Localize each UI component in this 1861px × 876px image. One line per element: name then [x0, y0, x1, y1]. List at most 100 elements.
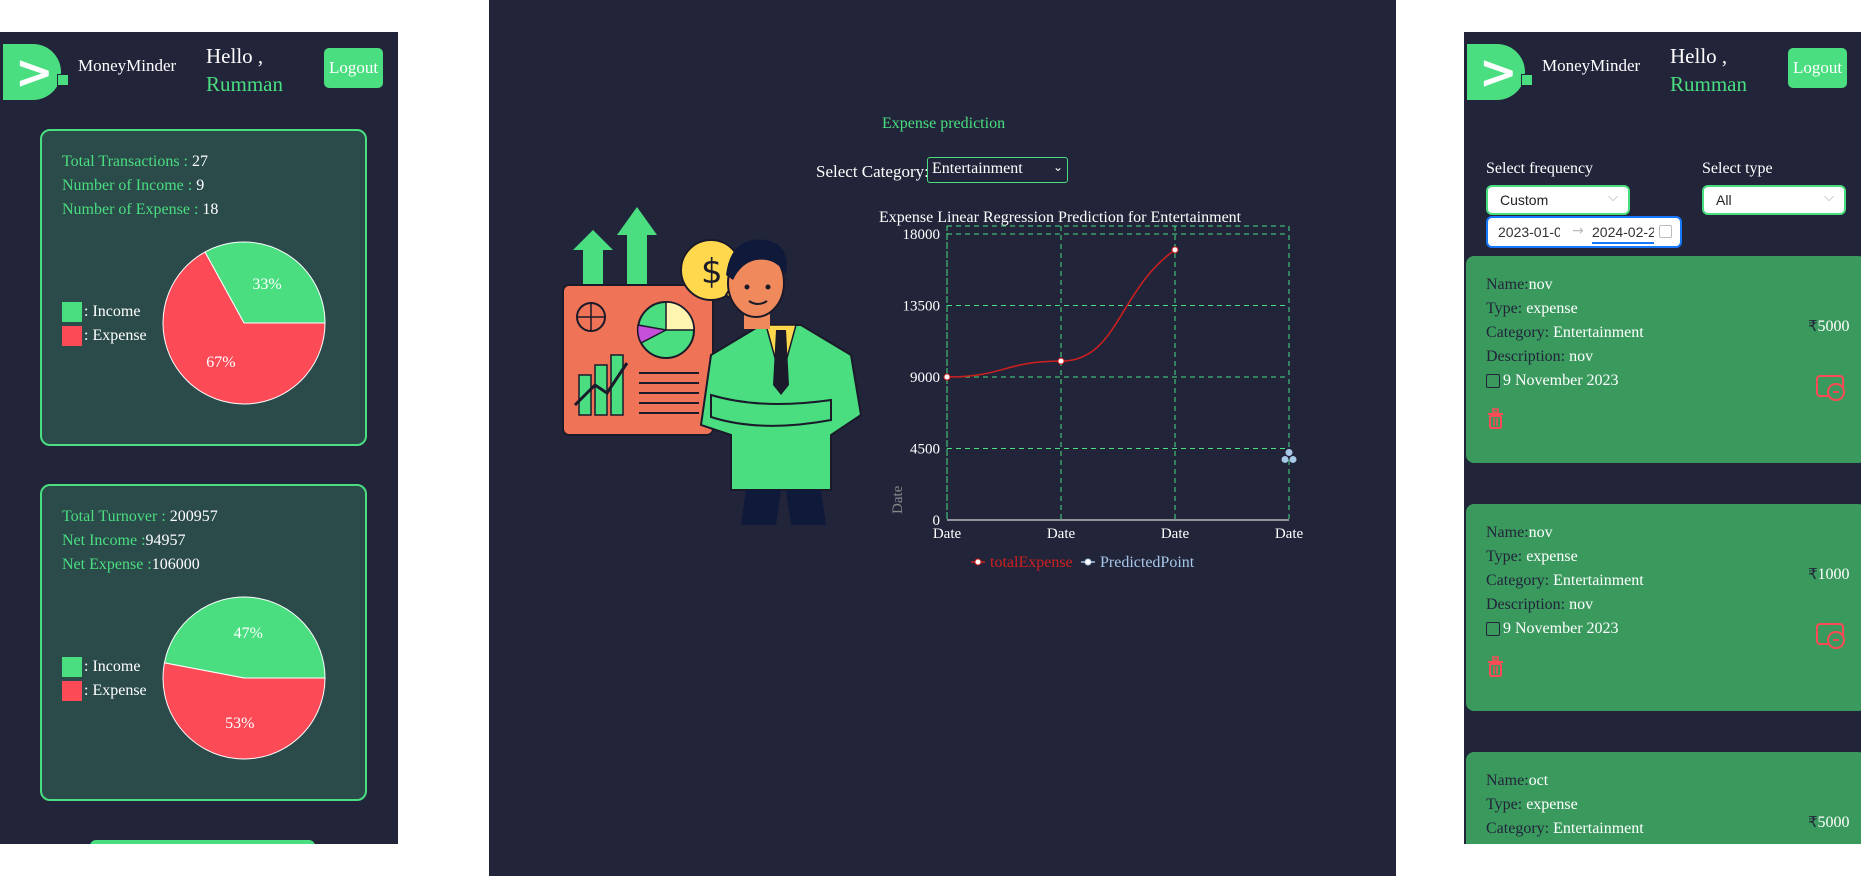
- pie-label-expense: 53%: [225, 715, 254, 732]
- field-value: 9 November 2023: [1503, 620, 1619, 637]
- amount-value: 5000: [1817, 814, 1850, 831]
- number-of-expense: Number of Expense : 18: [62, 201, 218, 219]
- logo-square-icon: [57, 74, 69, 86]
- calendar-icon[interactable]: [1659, 225, 1672, 238]
- expense-swatch: [62, 326, 82, 346]
- stat-label: Net Income :: [62, 532, 146, 549]
- legend-label: : Expense: [84, 327, 147, 344]
- date-from-input[interactable]: 2023-01-01: [1498, 224, 1560, 240]
- tx-type: Type: expense: [1486, 300, 1578, 318]
- field-label: Category:: [1486, 820, 1554, 837]
- prediction-title: Expense prediction: [882, 115, 1006, 132]
- category-select-value: Entertainment: [932, 160, 1023, 177]
- expense-swatch: [62, 681, 82, 701]
- trash-icon[interactable]: [1486, 408, 1506, 430]
- chart-title: Expense Linear Regression Prediction for…: [879, 209, 1242, 226]
- field-value: expense: [1526, 300, 1578, 317]
- tx-type: Type: expense: [1486, 548, 1578, 566]
- y-tick-label: 18000: [903, 227, 941, 243]
- data-point-totalExpense: [943, 373, 951, 381]
- expense-regression-chart: Expense Linear Regression Prediction for…: [879, 209, 1304, 571]
- legend-expense: : Expense: [62, 326, 147, 346]
- tx-category: Category: Entertainment: [1486, 324, 1644, 342]
- frequency-select[interactable]: Custom ⌵: [1486, 185, 1630, 215]
- tx-name: Name:nov: [1486, 524, 1553, 542]
- trash-icon[interactable]: [1486, 656, 1506, 678]
- stat-value: 27: [192, 153, 208, 170]
- legend-item-PredictedPoint[interactable]: PredictedPoint: [1081, 554, 1195, 571]
- pie-label-income: 47%: [234, 625, 263, 642]
- data-point-totalExpense: [1171, 246, 1179, 254]
- transaction-card: Name:oct Type: expense Category: Enterta…: [1466, 752, 1861, 844]
- edit-icon[interactable]: [1816, 621, 1848, 651]
- date-range-picker[interactable]: 2023-01-01 → 2024-02-28: [1486, 216, 1682, 248]
- logo-badge[interactable]: >: [1467, 44, 1533, 100]
- legend-label: PredictedPoint: [1100, 554, 1195, 571]
- amount-value: 5000: [1817, 318, 1850, 335]
- calendar-icon: [1486, 374, 1500, 388]
- frequency-label: Select frequency: [1486, 160, 1594, 177]
- arrow-right-icon: →: [1572, 223, 1584, 239]
- field-value: nov: [1569, 596, 1594, 613]
- field-label: Name:: [1486, 524, 1529, 541]
- type-select[interactable]: All ⌵: [1702, 185, 1846, 215]
- y-tick-label: 9000: [910, 370, 940, 386]
- logo-badge[interactable]: >: [3, 44, 69, 100]
- y-axis-label: Date: [890, 485, 906, 514]
- stat-value: 94957: [145, 532, 186, 549]
- tx-name: Name:nov: [1486, 276, 1553, 294]
- app-name: MoneyMinder: [78, 56, 177, 75]
- edit-icon[interactable]: [1816, 373, 1848, 403]
- logout-button[interactable]: Logout: [324, 48, 383, 88]
- y-axis-ticks: 0 4500 9000 13500 18000: [903, 227, 941, 529]
- greeting: Hello ,: [1670, 44, 1728, 68]
- net-income: Net Income :94957: [62, 532, 186, 550]
- legend-item-totalExpense[interactable]: totalExpense: [971, 554, 1073, 571]
- tx-type: Type: expense: [1486, 796, 1578, 814]
- bottom-action-button[interactable]: [90, 840, 315, 844]
- field-value: Entertainment: [1553, 820, 1644, 837]
- tx-name: Name:oct: [1486, 772, 1548, 790]
- turnover-summary-card: Total Turnover : 200957 Net Income :9495…: [40, 484, 367, 801]
- field-label: Description:: [1486, 348, 1570, 365]
- type-value: All: [1716, 192, 1732, 208]
- chevron-down-icon: ⌵: [1824, 190, 1834, 205]
- y-tick-label: 4500: [910, 442, 940, 458]
- transactions-summary-card: Total Transactions : 27 Number of Income…: [40, 129, 367, 446]
- field-label: Description:: [1486, 596, 1570, 613]
- date-to-input[interactable]: 2024-02-28: [1592, 224, 1654, 244]
- amount-value: 1000: [1817, 566, 1850, 583]
- legend-income: : Income: [62, 657, 140, 677]
- stat-label: Number of Expense :: [62, 201, 203, 218]
- svg-text:$: $: [701, 252, 723, 292]
- x-tick-label: Date: [1047, 526, 1076, 542]
- chart-grid: [946, 225, 1290, 521]
- category-select-label: Select Category:: [816, 162, 929, 181]
- x-axis-ticks: Date Date Date Date: [933, 526, 1304, 542]
- logout-button[interactable]: Logout: [1788, 48, 1847, 88]
- stat-value: 200957: [169, 508, 218, 525]
- series-line-totalExpense: [946, 249, 1176, 378]
- category-select[interactable]: Entertainment ⌄: [927, 157, 1068, 183]
- field-value: nov: [1528, 524, 1553, 541]
- type-label: Select type: [1702, 160, 1773, 177]
- field-label: Category:: [1486, 324, 1554, 341]
- legend-label: totalExpense: [990, 554, 1073, 571]
- tx-date: 9 November 2023: [1486, 620, 1619, 638]
- field-value: nov: [1528, 276, 1553, 293]
- field-value: 9 November 2023: [1503, 372, 1619, 389]
- y-tick-label: 13500: [903, 299, 941, 315]
- pie-label-income: 33%: [252, 276, 281, 293]
- stat-label: Total Turnover :: [62, 508, 170, 525]
- legend-label: : Income: [84, 303, 141, 320]
- x-tick-label: Date: [1275, 526, 1304, 542]
- expense-prediction-panel: Expense prediction Select Category: Ente…: [489, 0, 1396, 876]
- predicted-point: [1281, 448, 1297, 463]
- field-label: Name:: [1486, 276, 1529, 293]
- legend-label: : Expense: [84, 682, 147, 699]
- transactions-panel: > MoneyMinder Hello , Rumman Logout Sele…: [1464, 32, 1861, 844]
- field-label: Type:: [1486, 300, 1527, 317]
- data-point-totalExpense: [1057, 357, 1065, 365]
- stat-value: 9: [196, 177, 205, 194]
- plot-frame: [946, 225, 1290, 521]
